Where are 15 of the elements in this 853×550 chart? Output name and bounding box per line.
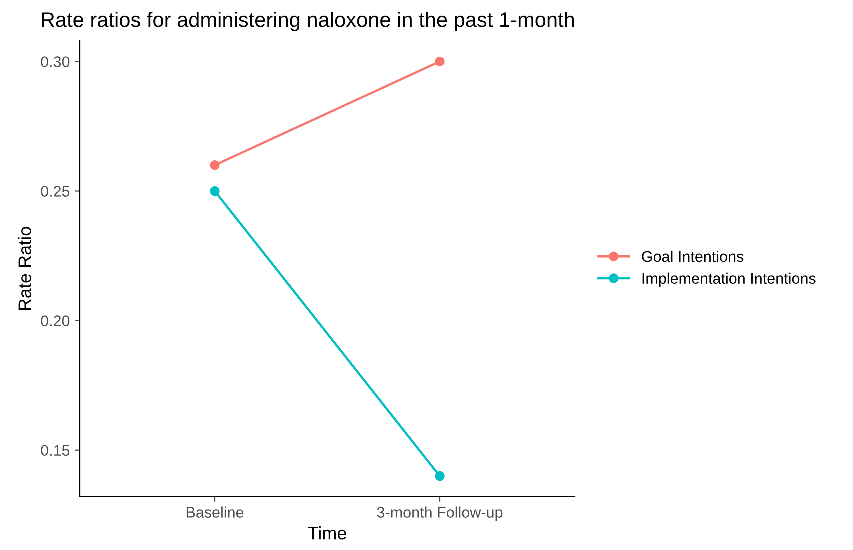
x-tick-label: 3-month Follow-up xyxy=(377,506,503,521)
y-tick-label: 0.15 xyxy=(41,445,70,456)
x-tick-label: Baseline xyxy=(186,506,244,518)
y-tick-label: 0.25 xyxy=(41,186,70,197)
legend-label: Goal Intentions xyxy=(642,250,744,262)
chart-title: Rate ratios for administering naloxone in the past 1-month xyxy=(42,12,574,32)
point xyxy=(435,471,445,482)
legend-label: Implementation Intentions xyxy=(642,272,816,288)
point xyxy=(210,186,220,196)
y-tick-label: 0.30 xyxy=(41,56,70,68)
point xyxy=(210,160,220,170)
y-axis-title: Rate Ratio xyxy=(18,227,32,310)
point xyxy=(435,56,445,67)
x-axis-title: Time xyxy=(308,526,346,540)
y-tick-label: 0.20 xyxy=(41,316,70,327)
